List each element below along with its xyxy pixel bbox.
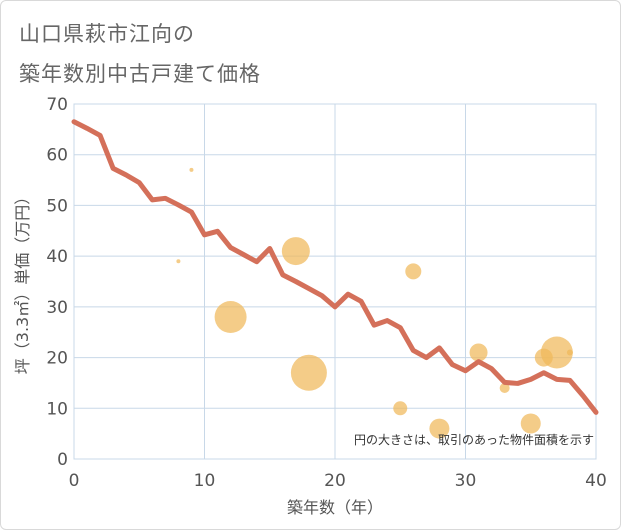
y-tick-label: 60 — [46, 146, 68, 166]
x-tick-label: 10 — [194, 471, 216, 491]
y-tick-label: 30 — [46, 298, 68, 318]
bubble-point — [405, 263, 422, 280]
y-tick-label: 50 — [46, 196, 68, 216]
x-tick-label: 30 — [455, 471, 477, 491]
bubble-point — [469, 343, 488, 362]
x-tick-label: 20 — [324, 471, 346, 491]
bubble-point — [520, 413, 541, 434]
bubble-point — [214, 301, 247, 333]
x-tick-labels: 0 10 20 30 40 — [69, 471, 607, 491]
y-tick-label: 20 — [46, 349, 68, 369]
y-tick-label: 40 — [46, 247, 68, 267]
x-tick-label: 40 — [585, 471, 607, 491]
bubble-point — [540, 336, 573, 369]
bubble-layer — [176, 167, 573, 439]
y-tick-label: 70 — [46, 95, 68, 115]
y-tick-label: 10 — [46, 399, 68, 419]
bubble-point — [290, 354, 327, 391]
bubble-point — [566, 349, 573, 356]
bubble-point — [176, 259, 181, 264]
chart-title-line-2: 築年数別中古戸建て価格 — [19, 62, 261, 86]
x-tick-label: 0 — [69, 471, 80, 491]
grid — [73, 103, 597, 460]
bubble-point — [281, 237, 310, 266]
bubble-point — [393, 401, 408, 416]
y-tick-label: 0 — [57, 450, 68, 470]
average-price-line — [71, 119, 599, 415]
bubble-point — [189, 167, 194, 172]
bubble-point — [499, 383, 510, 393]
bubble-point — [429, 418, 450, 439]
plot-border — [73, 103, 597, 460]
x-axis-label: 築年数（年） — [287, 498, 383, 517]
y-axis-label: 坪（3.3㎡）単価（万円） — [13, 189, 32, 374]
chart-title-line-1: 山口県萩市江向の — [19, 22, 195, 46]
y-tick-labels: 0 10 20 30 40 50 60 70 — [46, 95, 68, 470]
size-legend-note: 円の大きさは、取引のあった物件面積を示す — [354, 432, 594, 447]
